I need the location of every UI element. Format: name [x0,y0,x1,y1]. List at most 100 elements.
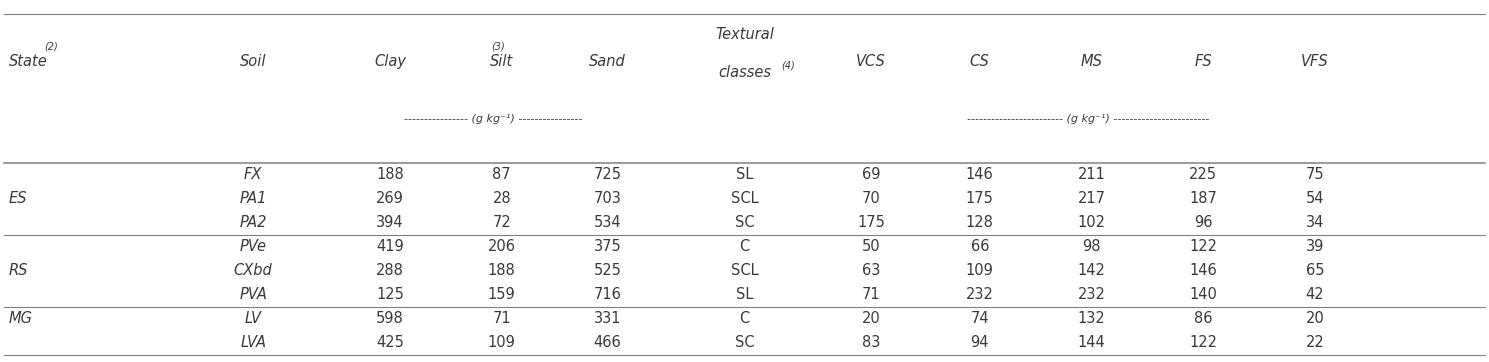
Text: 144: 144 [1078,335,1105,350]
Text: 140: 140 [1190,287,1217,302]
Text: 20: 20 [1306,311,1324,326]
Text: C: C [740,239,749,254]
Text: Clay: Clay [374,54,406,69]
Text: 102: 102 [1078,215,1105,230]
Text: PA1: PA1 [240,191,267,206]
Text: 65: 65 [1306,263,1324,278]
Text: Soil: Soil [240,54,267,69]
Text: 98: 98 [1083,239,1100,254]
Text: FS: FS [1194,54,1212,69]
Text: 96: 96 [1194,215,1212,230]
Text: 122: 122 [1190,335,1217,350]
Text: 425: 425 [377,335,404,350]
Text: 54: 54 [1306,191,1324,206]
Text: 128: 128 [966,215,993,230]
Text: 725: 725 [594,167,621,182]
Text: 232: 232 [1078,287,1105,302]
Text: Silt: Silt [490,54,514,69]
Text: 71: 71 [862,287,880,302]
Text: 20: 20 [862,311,880,326]
Text: classes: classes [718,65,771,80]
Text: VCS: VCS [856,54,886,69]
Text: LVA: LVA [240,335,267,350]
Text: 122: 122 [1190,239,1217,254]
Text: 42: 42 [1306,287,1324,302]
Text: 72: 72 [493,215,511,230]
Text: 28: 28 [493,191,511,206]
Text: 142: 142 [1078,263,1105,278]
Text: SL: SL [736,167,753,182]
Text: 70: 70 [862,191,880,206]
Text: 331: 331 [594,311,621,326]
Text: 87: 87 [493,167,511,182]
Text: 125: 125 [377,287,404,302]
Text: 71: 71 [493,311,511,326]
Text: 419: 419 [377,239,404,254]
Text: 146: 146 [966,167,993,182]
Text: 269: 269 [377,191,404,206]
Text: 225: 225 [1190,167,1217,182]
Text: 86: 86 [1194,311,1212,326]
Text: ------------------------ (g kg⁻¹) ------------------------: ------------------------ (g kg⁻¹) ------… [966,114,1209,125]
Text: 375: 375 [594,239,621,254]
Text: 175: 175 [966,191,993,206]
Text: (3): (3) [491,41,505,51]
Text: LV: LV [244,311,262,326]
Text: 394: 394 [377,215,404,230]
Text: 217: 217 [1078,191,1105,206]
Text: Textural: Textural [715,27,774,42]
Text: CS: CS [969,54,990,69]
Text: 132: 132 [1078,311,1105,326]
Text: 109: 109 [488,335,515,350]
Text: 94: 94 [971,335,989,350]
Text: VFS: VFS [1301,54,1328,69]
Text: 232: 232 [966,287,993,302]
Text: ES: ES [9,191,27,206]
Text: 74: 74 [971,311,989,326]
Text: 187: 187 [1190,191,1217,206]
Text: MS: MS [1081,54,1102,69]
Text: 63: 63 [862,263,880,278]
Text: 188: 188 [488,263,515,278]
Text: C: C [740,311,749,326]
Text: 146: 146 [1190,263,1217,278]
Text: FX: FX [244,167,262,182]
Text: SCL: SCL [731,263,758,278]
Text: 109: 109 [966,263,993,278]
Text: 22: 22 [1306,335,1324,350]
Text: 34: 34 [1306,215,1324,230]
Text: 175: 175 [858,215,884,230]
Text: 188: 188 [377,167,404,182]
Text: 83: 83 [862,335,880,350]
Text: 206: 206 [488,239,515,254]
Text: (4): (4) [782,60,795,70]
Text: PVe: PVe [240,239,267,254]
Text: SC: SC [734,335,755,350]
Text: 288: 288 [377,263,404,278]
Text: 39: 39 [1306,239,1324,254]
Text: 534: 534 [594,215,621,230]
Text: 211: 211 [1078,167,1105,182]
Text: PVA: PVA [240,287,267,302]
Text: 703: 703 [594,191,621,206]
Text: Sand: Sand [590,54,625,69]
Text: SC: SC [734,215,755,230]
Text: 75: 75 [1306,167,1324,182]
Text: 69: 69 [862,167,880,182]
Text: 159: 159 [488,287,515,302]
Text: (2): (2) [45,41,58,51]
Text: RS: RS [9,263,28,278]
Text: 598: 598 [377,311,404,326]
Text: 50: 50 [862,239,880,254]
Text: CXbd: CXbd [234,263,272,278]
Text: State: State [9,54,48,69]
Text: 66: 66 [971,239,989,254]
Text: 466: 466 [594,335,621,350]
Text: SCL: SCL [731,191,758,206]
Text: 716: 716 [594,287,621,302]
Text: ---------------- (g kg⁻¹) ----------------: ---------------- (g kg⁻¹) --------------… [405,114,582,125]
Text: MG: MG [9,311,33,326]
Text: SL: SL [736,287,753,302]
Text: PA2: PA2 [240,215,267,230]
Text: 525: 525 [594,263,621,278]
